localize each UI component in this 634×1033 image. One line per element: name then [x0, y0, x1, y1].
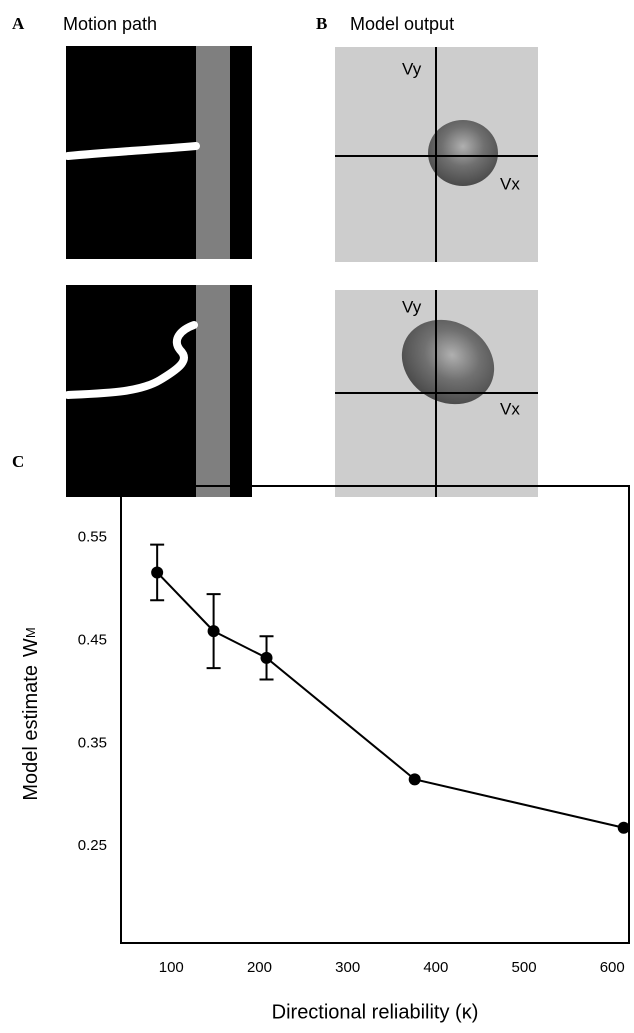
axis-label: Vy	[402, 297, 422, 316]
data-point	[207, 625, 220, 638]
x-tick-label: 600	[600, 959, 625, 976]
x-tick-label: 300	[335, 959, 360, 976]
y-label-symbol: W	[20, 638, 42, 657]
axis-label: Vx	[500, 399, 520, 418]
y-tick-label: 0.35	[78, 734, 107, 751]
x-tick-label: 500	[512, 959, 537, 976]
y-tick-label: 0.25	[78, 837, 107, 854]
panel-title: Motion path	[63, 14, 157, 34]
series-line	[156, 571, 624, 829]
data-point	[151, 566, 164, 579]
model-image	[335, 47, 538, 497]
axis-label: Vx	[500, 174, 520, 193]
x-tick-label: 400	[423, 959, 448, 976]
y-tick-label: 0.45	[78, 631, 107, 648]
panel-label: A	[12, 14, 25, 33]
panel-title: Model output	[350, 14, 454, 34]
data-point	[260, 651, 273, 664]
panel-label: C	[12, 452, 24, 471]
x-axis-label: Directional reliability (κ)	[272, 1001, 479, 1023]
axis-label: Vy	[402, 59, 422, 78]
plot-frame	[120, 485, 630, 944]
x-tick-label: 100	[159, 959, 184, 976]
panel-label: B	[316, 14, 327, 33]
y-label-subscript: M	[23, 627, 38, 638]
data-point	[408, 773, 421, 786]
motion-image	[64, 46, 252, 497]
x-tick-label: 200	[247, 959, 272, 976]
y-axis-label: Model estimate WM	[20, 627, 42, 800]
y-tick-label: 0.55	[78, 528, 107, 545]
y-label-text: Model estimate	[20, 665, 42, 801]
data-point	[617, 821, 630, 834]
